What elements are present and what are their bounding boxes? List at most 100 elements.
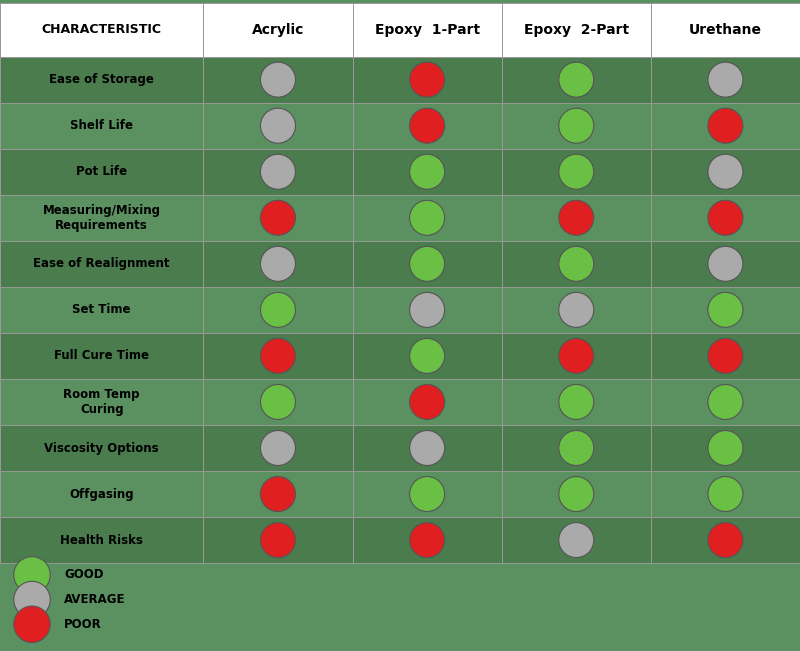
Bar: [353, 3, 502, 57]
Bar: [203, 57, 353, 103]
Ellipse shape: [410, 385, 445, 419]
Text: Urethane: Urethane: [689, 23, 762, 37]
Bar: [353, 195, 502, 241]
Bar: [651, 241, 800, 287]
Ellipse shape: [261, 292, 295, 327]
Bar: [651, 471, 800, 517]
Ellipse shape: [261, 523, 295, 558]
Bar: [203, 3, 353, 57]
Bar: [0, 148, 203, 195]
Bar: [502, 241, 651, 287]
Text: Ease of Realignment: Ease of Realignment: [34, 257, 170, 270]
Bar: [651, 425, 800, 471]
Bar: [203, 379, 353, 425]
Ellipse shape: [708, 292, 743, 327]
Ellipse shape: [558, 339, 594, 374]
Text: Acrylic: Acrylic: [252, 23, 304, 37]
Bar: [353, 241, 502, 287]
Text: CHARACTERISTIC: CHARACTERISTIC: [42, 23, 162, 36]
Bar: [0, 241, 203, 287]
Bar: [0, 195, 203, 241]
Bar: [651, 3, 800, 57]
Bar: [502, 333, 651, 379]
Ellipse shape: [410, 246, 445, 281]
Ellipse shape: [410, 339, 445, 374]
Bar: [651, 103, 800, 148]
Bar: [651, 287, 800, 333]
Text: Offgasing: Offgasing: [70, 488, 134, 501]
Ellipse shape: [708, 108, 743, 143]
Bar: [0, 333, 203, 379]
Bar: [0, 379, 203, 425]
Bar: [353, 148, 502, 195]
Bar: [353, 103, 502, 148]
Bar: [502, 103, 651, 148]
Bar: [203, 425, 353, 471]
Ellipse shape: [261, 201, 295, 235]
Ellipse shape: [708, 477, 743, 512]
Ellipse shape: [410, 292, 445, 327]
Bar: [203, 103, 353, 148]
Text: Pot Life: Pot Life: [76, 165, 127, 178]
Ellipse shape: [558, 430, 594, 465]
Bar: [502, 195, 651, 241]
Text: Epoxy  1-Part: Epoxy 1-Part: [374, 23, 480, 37]
Bar: [0, 57, 203, 103]
Ellipse shape: [261, 339, 295, 374]
Bar: [353, 471, 502, 517]
Ellipse shape: [708, 339, 743, 374]
Bar: [0, 517, 203, 563]
Bar: [203, 287, 353, 333]
Text: Epoxy  2-Part: Epoxy 2-Part: [524, 23, 629, 37]
Ellipse shape: [410, 430, 445, 465]
Bar: [353, 425, 502, 471]
Text: Full Cure Time: Full Cure Time: [54, 350, 149, 363]
Ellipse shape: [558, 246, 594, 281]
Bar: [502, 379, 651, 425]
Ellipse shape: [558, 154, 594, 189]
Bar: [651, 379, 800, 425]
Ellipse shape: [558, 108, 594, 143]
Bar: [651, 57, 800, 103]
Ellipse shape: [708, 523, 743, 558]
Bar: [0, 103, 203, 148]
Bar: [0, 287, 203, 333]
Text: Ease of Storage: Ease of Storage: [50, 73, 154, 86]
Ellipse shape: [410, 108, 445, 143]
Text: Measuring/Mixing
Requirements: Measuring/Mixing Requirements: [42, 204, 161, 232]
Bar: [353, 517, 502, 563]
Bar: [502, 471, 651, 517]
Ellipse shape: [14, 606, 50, 643]
Bar: [203, 148, 353, 195]
Bar: [502, 517, 651, 563]
Bar: [502, 3, 651, 57]
Bar: [0, 471, 203, 517]
Bar: [502, 148, 651, 195]
Text: POOR: POOR: [64, 618, 102, 631]
Bar: [651, 517, 800, 563]
Bar: [203, 517, 353, 563]
Ellipse shape: [261, 62, 295, 97]
Ellipse shape: [708, 154, 743, 189]
Ellipse shape: [708, 246, 743, 281]
Ellipse shape: [708, 201, 743, 235]
Bar: [502, 287, 651, 333]
Ellipse shape: [410, 523, 445, 558]
Ellipse shape: [261, 430, 295, 465]
Bar: [651, 333, 800, 379]
Bar: [353, 287, 502, 333]
Ellipse shape: [261, 477, 295, 512]
Ellipse shape: [708, 62, 743, 97]
Text: Set Time: Set Time: [73, 303, 131, 316]
Ellipse shape: [410, 154, 445, 189]
Ellipse shape: [708, 430, 743, 465]
Bar: [651, 195, 800, 241]
Ellipse shape: [410, 201, 445, 235]
Ellipse shape: [261, 154, 295, 189]
Ellipse shape: [558, 523, 594, 558]
Bar: [353, 333, 502, 379]
Ellipse shape: [410, 477, 445, 512]
Text: AVERAGE: AVERAGE: [64, 593, 126, 606]
Bar: [353, 379, 502, 425]
Bar: [203, 333, 353, 379]
